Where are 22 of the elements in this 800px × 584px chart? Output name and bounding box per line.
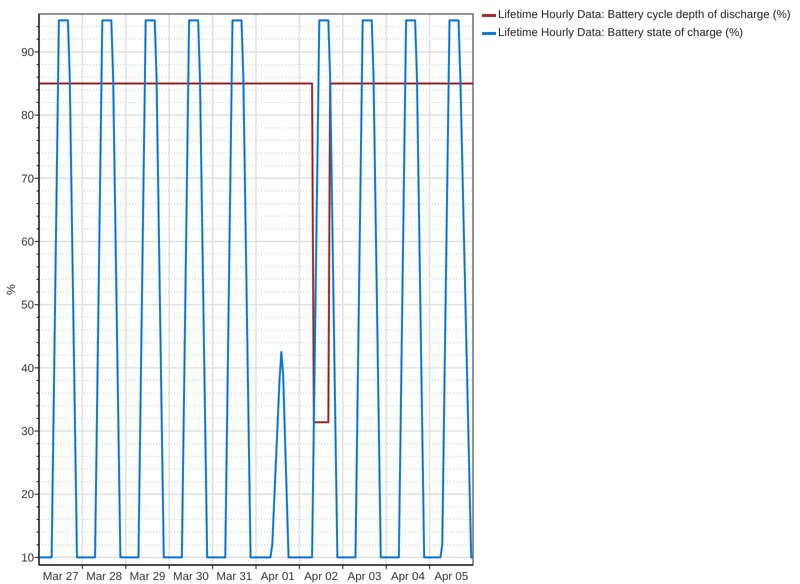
y-axis-title: % xyxy=(4,284,18,295)
x-tick-label: Apr 03 xyxy=(348,571,382,583)
x-tick-label: Apr 02 xyxy=(304,571,338,583)
x-tick-label: Mar 27 xyxy=(42,571,79,583)
y-tick-label: 20 xyxy=(21,489,34,502)
y-tick-label: 40 xyxy=(21,362,34,375)
x-tick-label: Mar 31 xyxy=(216,571,252,583)
x-tick-label: Mar 30 xyxy=(173,571,209,583)
y-tick-label: 90 xyxy=(21,46,34,59)
legend-label: Lifetime Hourly Data: Battery cycle depth of discharge (%) xyxy=(498,9,790,21)
x-tick-label: Mar 29 xyxy=(130,571,166,583)
y-tick-label: 60 xyxy=(21,236,34,248)
y-tick-label: 10 xyxy=(21,552,34,564)
x-tick-label: Apr 01 xyxy=(260,571,295,583)
y-tick-label: 70 xyxy=(21,173,34,186)
y-tick-label: 80 xyxy=(21,110,34,122)
x-tick-label: Mar 28 xyxy=(86,571,122,583)
y-tick-label: 30 xyxy=(21,426,34,438)
x-tick-label: Apr 04 xyxy=(390,571,426,583)
x-tick-label: Apr 05 xyxy=(434,571,468,583)
legend-label: Lifetime Hourly Data: Battery state of charge (%) xyxy=(498,27,743,39)
y-tick-label: 50 xyxy=(21,300,34,312)
